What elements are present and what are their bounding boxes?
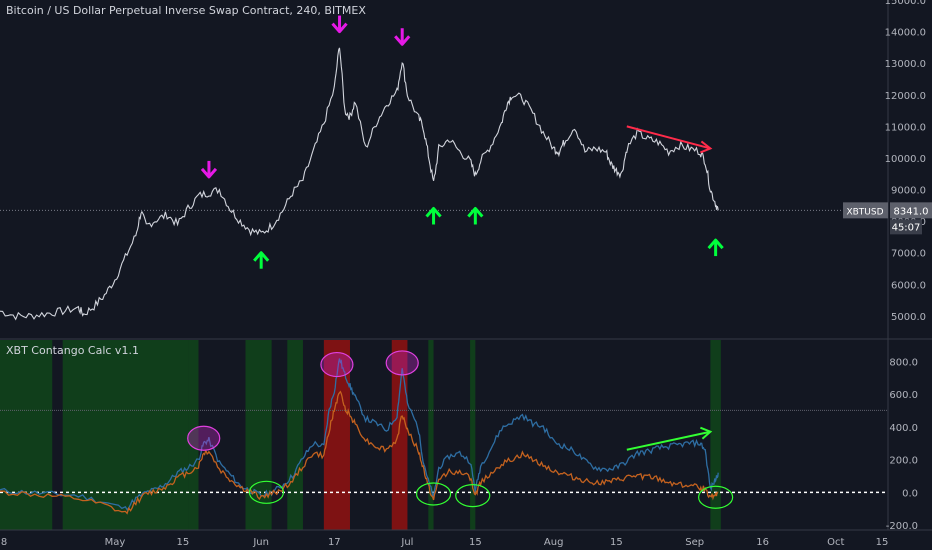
- time-tick-label: 16: [756, 537, 769, 548]
- time-tick-label: 15: [876, 537, 889, 548]
- price-tick-label: 15000.0: [885, 0, 926, 7]
- indicator-tick-label: 400.0: [889, 423, 918, 434]
- countdown-tag-bg: [890, 219, 922, 235]
- indicator-tick-label: 200.0: [889, 456, 918, 467]
- green-highlight-circle: [455, 484, 491, 508]
- green-highlight-circle: [415, 482, 452, 506]
- indicator-tick-label: 0.0: [902, 488, 918, 499]
- price-tick-label: 10000.0: [885, 154, 926, 165]
- green-up-arrow: [425, 206, 442, 225]
- price-tag-bg: [890, 202, 932, 219]
- price-tick-label: 6000.0: [891, 280, 926, 291]
- time-tick-label: 15: [176, 537, 189, 548]
- green-up-arrow-head: [253, 251, 270, 262]
- green-trend-arrow: [626, 430, 711, 451]
- green-band: [62, 340, 189, 530]
- green-band: [710, 340, 721, 530]
- green-highlight-circle: [248, 480, 284, 504]
- time-tick-label: Oct: [827, 537, 844, 548]
- time-tick-label: Sep: [685, 537, 704, 548]
- green-up-arrow: [467, 206, 484, 225]
- indicator-series-blue: [0, 358, 719, 511]
- indicator-tick-label: 600.0: [889, 390, 918, 401]
- price-tick-label: 11000.0: [885, 122, 926, 133]
- time-tick-label: May: [105, 537, 126, 548]
- green-band: [470, 340, 476, 530]
- red-band: [391, 340, 408, 530]
- countdown-tag: 45:07: [892, 222, 921, 233]
- indicator-tick-label: -200.0: [886, 521, 918, 532]
- magenta-down-arrow: [331, 15, 348, 34]
- magenta-down-arrow: [394, 28, 411, 46]
- green-up-arrow: [707, 238, 724, 257]
- price-tag-value: 8341.0: [894, 206, 929, 217]
- red-trend-arrow-head: [700, 140, 713, 154]
- pink-highlight-circle: [320, 351, 354, 378]
- magenta-down-arrow: [200, 160, 218, 179]
- magenta-down-arrow-head: [394, 35, 411, 46]
- magenta-down-arrow-head: [200, 167, 218, 179]
- price-tick-label: 5000.0: [891, 312, 926, 323]
- time-tick-label: Jun: [252, 537, 269, 548]
- time-tick-label: 8: [1, 537, 7, 548]
- green-up-arrow-head: [707, 238, 724, 250]
- green-up-arrow-head: [467, 206, 484, 218]
- price-tick-label: 13000.0: [885, 59, 926, 70]
- red-trend-arrow: [626, 125, 711, 150]
- price-tick-label: 14000.0: [885, 28, 926, 39]
- time-tick-label: Jul: [400, 537, 413, 548]
- green-band: [428, 340, 434, 530]
- symbol-tag-bg: [843, 202, 888, 219]
- pink-highlight-circle: [187, 425, 221, 451]
- green-band: [188, 340, 199, 530]
- symbol-tag: XBTUSD: [846, 207, 883, 217]
- magenta-down-arrow-head: [331, 22, 348, 34]
- green-up-arrow-head: [425, 206, 442, 218]
- time-tick-label: 15: [469, 537, 482, 548]
- green-highlight-circle: [698, 485, 734, 509]
- price-tick-label: 12000.0: [885, 91, 926, 102]
- price-tick-label: 9000.0: [891, 186, 926, 197]
- green-band: [0, 340, 53, 530]
- indicator-tick-label: 800.0: [889, 357, 918, 368]
- time-tick-label: Aug: [544, 537, 564, 548]
- time-tick-label: 17: [328, 537, 341, 548]
- time-tick-label: 15: [610, 537, 623, 548]
- green-trend-arrow-head: [700, 426, 713, 440]
- green-band: [287, 340, 303, 530]
- price-series-line: [0, 47, 719, 321]
- chart-title: Bitcoin / US Dollar Perpetual Inverse Sw…: [6, 4, 366, 17]
- indicator-series-orange: [0, 390, 719, 515]
- indicator-title: XBT Contango Calc v1.1: [6, 344, 139, 357]
- pink-highlight-circle: [385, 350, 419, 376]
- green-up-arrow: [253, 251, 270, 269]
- price-tick-label: 7000.0: [891, 249, 926, 260]
